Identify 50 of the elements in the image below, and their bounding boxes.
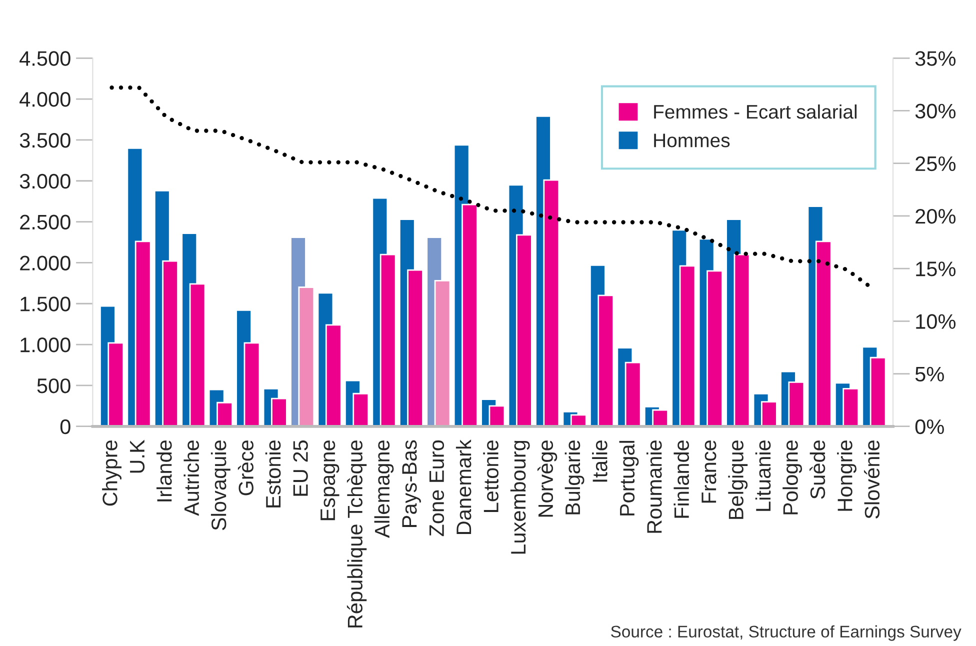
x-tick-label: Suède — [810, 440, 826, 499]
y2-tick-label: 5% — [915, 366, 944, 382]
y2-tick-label: 15% — [916, 262, 956, 276]
x-tick-label: République Tchèque — [346, 440, 367, 628]
y-tick-label: 500 — [37, 378, 70, 394]
x-tick-label: Chypre — [102, 440, 122, 506]
x-tick-label: Slovaquie — [210, 440, 230, 530]
y-tick-label: 4.000 — [20, 92, 70, 107]
x-tick-label: Danemark — [456, 440, 472, 534]
x-tick-label: Irlande — [156, 440, 172, 502]
y-tick-label: 4.500 — [20, 51, 70, 66]
y2-tick-label: 35% — [915, 51, 956, 66]
x-tick-label: Norvège — [537, 440, 558, 517]
x-tick-label: Finlande — [674, 440, 690, 518]
x-tick-label: Luxembourg — [510, 440, 530, 554]
x-tick-label: Estonie — [265, 440, 281, 508]
x-tick-label: Lituanie — [755, 440, 771, 511]
x-tick-label: Zone Euro — [429, 440, 444, 536]
x-tick-label: Belgique — [728, 440, 748, 519]
y-tick-label: 1.000 — [20, 338, 70, 352]
x-tick-label: Espagne — [320, 440, 340, 520]
legend-label: Femmes - Ecart salarial — [654, 104, 857, 119]
x-tick-label: U.K — [130, 440, 145, 473]
x-tick-label: Pays-Bas — [402, 440, 421, 527]
x-tick-label: Hongrie — [837, 440, 856, 511]
y-tick-label: 1.500 — [20, 296, 70, 312]
x-tick-label: Autriche — [184, 440, 200, 516]
y-tick-label: 2.500 — [20, 214, 70, 230]
y2-tick-label: 25% — [916, 156, 956, 172]
y-tick-label: 3.500 — [20, 132, 70, 148]
y2-tick-label: 30% — [915, 104, 956, 118]
x-tick-label: Bulgarie — [564, 440, 584, 514]
x-tick-label: France — [702, 440, 716, 503]
y2-tick-label: 0% — [915, 419, 944, 434]
x-tick-label: Slovénie — [864, 440, 880, 519]
legend-label: Hommes — [654, 134, 730, 148]
y-tick-label: 3.000 — [20, 174, 70, 189]
x-tick-label: Portugal — [619, 440, 639, 516]
x-tick-label: Pologne — [782, 440, 802, 514]
y-tick-label: 0 — [60, 419, 70, 434]
x-tick-label: Roumanie — [646, 440, 662, 533]
x-tick-label: Allemagne — [374, 440, 394, 538]
y-tick-label: 2.000 — [20, 256, 70, 270]
source-note: Source : Eurostat, Structure of Earnings Survey — [611, 625, 962, 641]
x-tick-label: Italie — [592, 440, 608, 482]
y2-tick-label: 20% — [916, 208, 956, 224]
y2-tick-label: 10% — [916, 314, 956, 329]
x-tick-label: EU 25 — [293, 440, 308, 496]
x-tick-label: Lettonie — [483, 440, 498, 512]
x-tick-label: Grèce — [238, 440, 254, 496]
